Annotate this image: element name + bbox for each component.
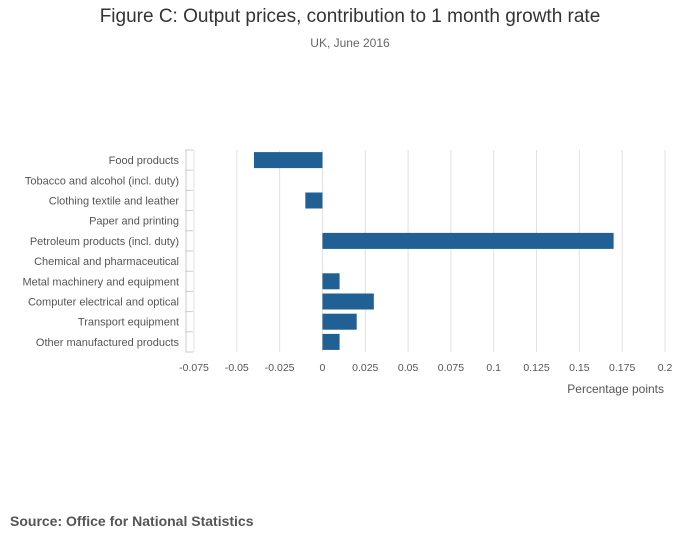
category-label: Metal machinery and equipment — [22, 276, 179, 288]
bar — [322, 333, 340, 350]
bar — [253, 152, 323, 169]
x-tick-label: 0.2 — [658, 362, 673, 374]
category-label: Other manufactured products — [36, 337, 180, 349]
x-tick-label: -0.05 — [225, 362, 249, 374]
x-tick-label: 0.175 — [609, 362, 635, 374]
bar — [322, 232, 614, 249]
x-tick-label: 0.1 — [486, 362, 501, 374]
chart-subtitle: UK, June 2016 — [310, 36, 390, 50]
category-label: Tobacco and alcohol (incl. duty) — [25, 175, 179, 187]
x-tick-label: 0.075 — [438, 362, 464, 374]
bar — [322, 273, 340, 290]
bar — [322, 293, 374, 310]
chart-title: Figure C: Output prices, contribution to… — [99, 6, 601, 27]
x-tick-label: 0.125 — [523, 362, 549, 374]
x-tick-label: -0.025 — [265, 362, 295, 374]
x-tick-label: -0.075 — [179, 362, 209, 374]
category-label: Clothing textile and leather — [49, 196, 180, 208]
source-note: Source: Office for National Statistics — [10, 513, 254, 529]
category-label: Paper and printing — [89, 216, 179, 228]
x-tick-label: 0.05 — [398, 362, 419, 374]
x-axis-title: Percentage points — [567, 382, 664, 396]
bar — [305, 192, 323, 209]
category-label: Food products — [109, 155, 180, 167]
category-label: Chemical and pharmaceutical — [34, 256, 179, 268]
x-tick-label: 0 — [320, 362, 326, 374]
category-label: Transport equipment — [78, 317, 179, 329]
category-label: Petroleum products (incl. duty) — [30, 236, 179, 248]
bar — [322, 313, 357, 330]
category-label: Computer electrical and optical — [28, 297, 179, 309]
x-tick-label: 0.15 — [569, 362, 590, 374]
x-tick-label: 0.025 — [352, 362, 378, 374]
